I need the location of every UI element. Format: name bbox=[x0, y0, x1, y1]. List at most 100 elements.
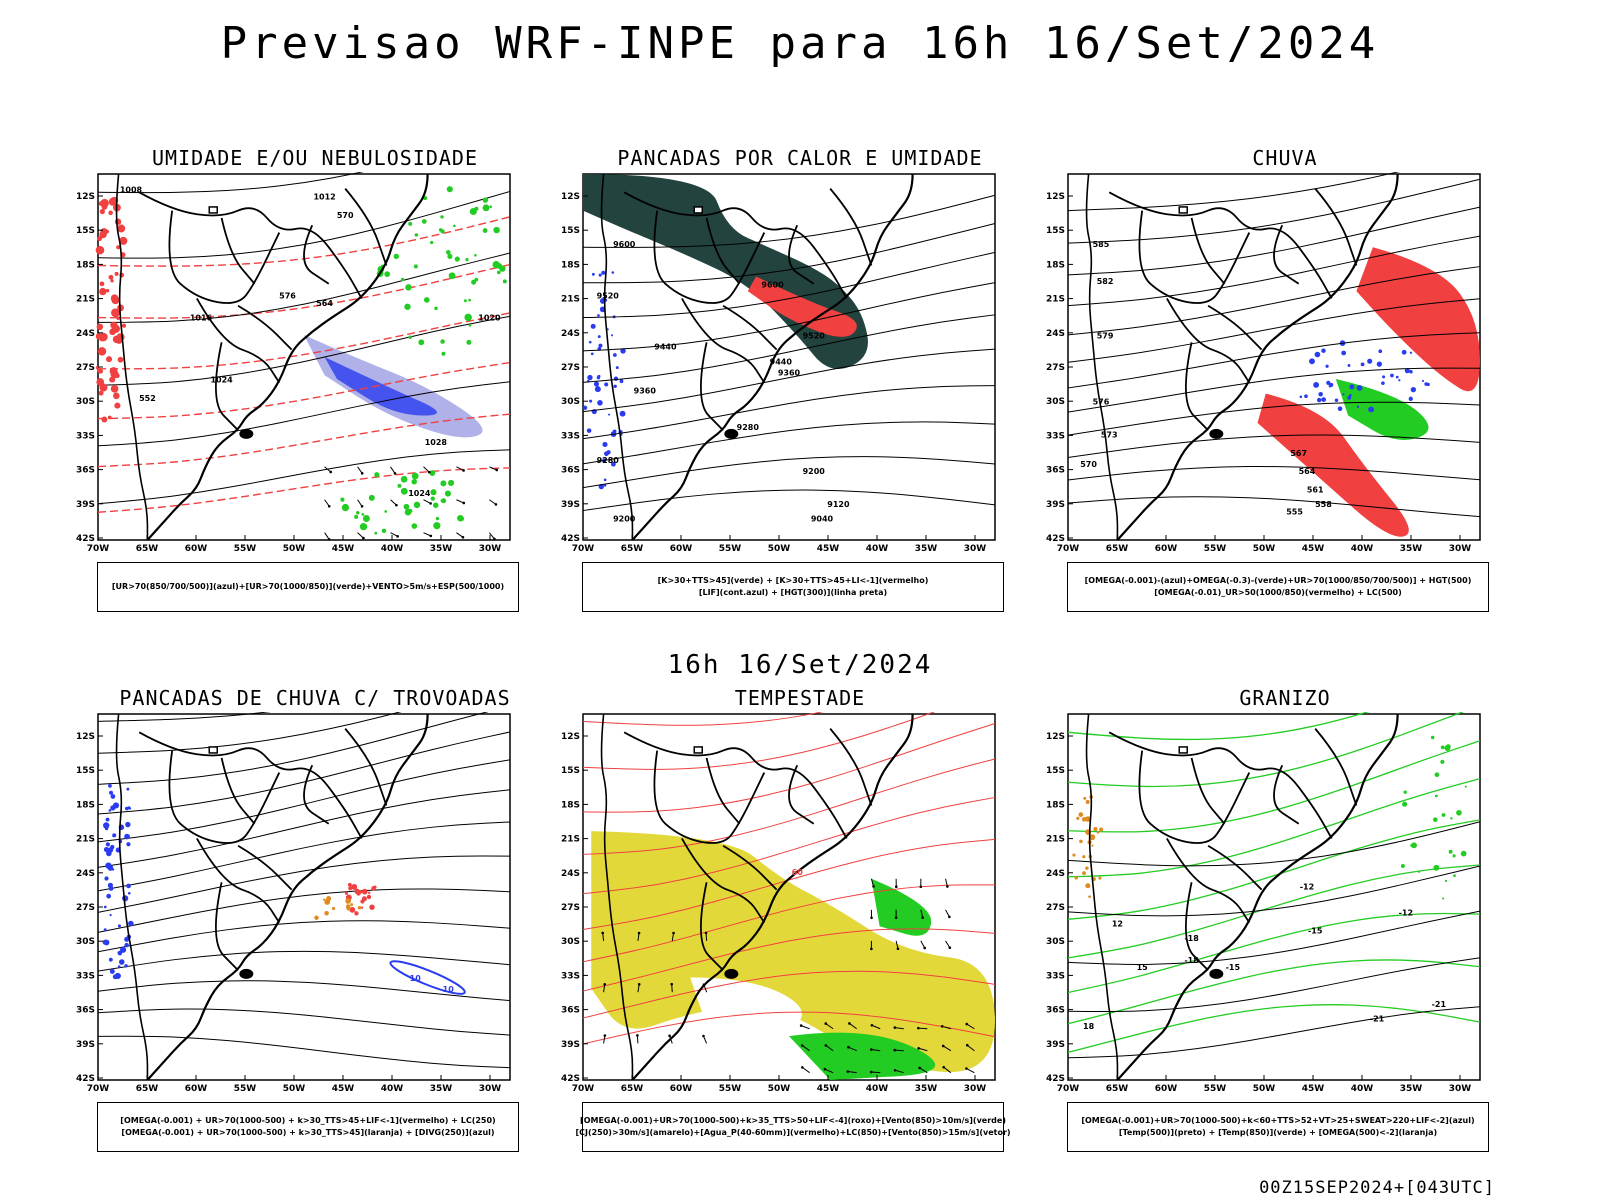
wind-vector bbox=[966, 1068, 975, 1074]
streamline bbox=[1067, 298, 1481, 363]
country-border bbox=[623, 191, 848, 299]
divergence-blue-dot bbox=[103, 905, 107, 909]
divergence-blue-dot bbox=[103, 928, 107, 932]
divergence-blue-dot bbox=[108, 886, 114, 891]
temp850-fragment bbox=[1452, 854, 1456, 858]
lif-blue-dot bbox=[586, 428, 592, 433]
temp850-fragment bbox=[1441, 813, 1446, 817]
green-humidity-dot bbox=[413, 501, 421, 509]
rain-blue-dot bbox=[1401, 349, 1407, 355]
hgt300-contour bbox=[582, 385, 996, 440]
temp850-fragment-layer bbox=[1400, 735, 1467, 900]
wind-vector-head bbox=[801, 1066, 804, 1069]
lon-label: 55W bbox=[719, 544, 742, 554]
wind-vector-head bbox=[942, 1065, 946, 1069]
panel-umidade: UMIDADE E/OU NEBULOSIDADE 1008 1012 1016 10… bbox=[65, 146, 565, 626]
wind-vector-layer bbox=[870, 878, 952, 951]
red-humidity-dot bbox=[110, 370, 119, 379]
thunder-orange-dot bbox=[345, 898, 351, 904]
wind-vector bbox=[637, 932, 640, 941]
rain-blue-dot bbox=[1347, 395, 1352, 400]
lat-label: 21S bbox=[561, 295, 580, 305]
lon-label: 50W bbox=[768, 1084, 791, 1094]
green-humidity-dot bbox=[411, 478, 417, 485]
red-humidity-dot bbox=[108, 274, 114, 280]
wind-vector bbox=[825, 1045, 834, 1052]
green-humidity-dot bbox=[434, 306, 438, 311]
omega-orange-dot bbox=[1088, 895, 1091, 899]
lat-label: 42S bbox=[1046, 1074, 1065, 1084]
lon-label: 45W bbox=[332, 544, 355, 554]
lat-label: 15S bbox=[76, 766, 95, 776]
wind-vector-head bbox=[672, 931, 675, 935]
wind-arrow bbox=[456, 499, 464, 504]
wind-arrow-layer bbox=[324, 466, 499, 541]
rain-blue-dot bbox=[1304, 394, 1308, 398]
lif-blue-dot bbox=[603, 478, 607, 482]
green-humidity-dot bbox=[435, 516, 440, 521]
red-humidity-dot bbox=[110, 279, 114, 283]
green-humidity-dot bbox=[489, 205, 493, 208]
thunder-orange-dot bbox=[357, 905, 362, 910]
contour-label-layer: 1008 1012 1016 1020 1024 1024 1028 564 570 576 552 bbox=[120, 185, 501, 498]
lon-label: 35W bbox=[430, 544, 453, 554]
country-border bbox=[215, 342, 239, 431]
divergence-blue-dot bbox=[106, 850, 112, 857]
lc850-streamline bbox=[582, 712, 824, 726]
temp850-fragment bbox=[1450, 817, 1453, 820]
contour-label: 9520 bbox=[803, 332, 826, 341]
wind-vector-head bbox=[948, 946, 952, 950]
coastline bbox=[631, 713, 914, 1081]
wind-vector-head bbox=[965, 1022, 969, 1026]
red-humidity-dot bbox=[116, 245, 121, 250]
streamline bbox=[97, 759, 511, 843]
contour-label: -12 bbox=[1300, 883, 1314, 892]
country-border bbox=[681, 837, 766, 924]
country-border bbox=[829, 728, 873, 806]
rain-blue-dot bbox=[1421, 379, 1425, 383]
red-humidity-dot bbox=[119, 236, 128, 245]
divergence-blue-dot bbox=[110, 794, 116, 799]
divergence-blue-dot bbox=[125, 821, 131, 828]
country-border bbox=[788, 764, 815, 825]
wind-vector-head bbox=[896, 947, 900, 951]
lif-blue-dot bbox=[608, 413, 611, 416]
country-border bbox=[1185, 342, 1209, 431]
coastline bbox=[1116, 173, 1399, 541]
wind-arrow-head bbox=[429, 502, 432, 505]
divergence-blue-dot bbox=[112, 833, 117, 838]
lat-label: 21S bbox=[76, 835, 95, 845]
streamline bbox=[97, 712, 489, 785]
wind-arrow-head bbox=[327, 504, 331, 508]
green-humidity-dot bbox=[393, 253, 399, 260]
wind-vector bbox=[671, 932, 675, 941]
wind-vector-head bbox=[870, 947, 873, 951]
lat-label: 21S bbox=[1046, 295, 1065, 305]
thunder-red-dot bbox=[356, 891, 361, 896]
map-frame bbox=[582, 173, 996, 541]
divergence-blue-dot bbox=[105, 862, 112, 869]
temp850-fragment bbox=[1460, 850, 1467, 857]
isobar-line bbox=[97, 315, 511, 386]
contour-label: 576 bbox=[1093, 398, 1110, 407]
omega-orange-dot bbox=[1082, 816, 1087, 822]
wind-vector bbox=[945, 909, 950, 918]
green-humidity-dot bbox=[397, 483, 402, 488]
wind-vector bbox=[848, 1046, 857, 1052]
lat-label: 24S bbox=[1046, 869, 1065, 879]
wind-vector bbox=[920, 909, 924, 918]
lon-label: 40W bbox=[381, 544, 404, 554]
andes-border bbox=[115, 713, 149, 1080]
wind-vector bbox=[894, 1069, 904, 1074]
rain-blue-dot bbox=[1299, 395, 1303, 399]
green-humidity-dot bbox=[440, 215, 444, 219]
country-border bbox=[1207, 304, 1263, 351]
lif-blue-dot bbox=[619, 410, 626, 417]
lat-label: 27S bbox=[1046, 903, 1065, 913]
wind-vector bbox=[637, 984, 640, 993]
wind-arrow-head bbox=[327, 537, 331, 541]
divergence-blue-dot bbox=[126, 883, 131, 889]
lif-blue-dot bbox=[590, 352, 594, 356]
wind-vector-head bbox=[872, 885, 875, 888]
